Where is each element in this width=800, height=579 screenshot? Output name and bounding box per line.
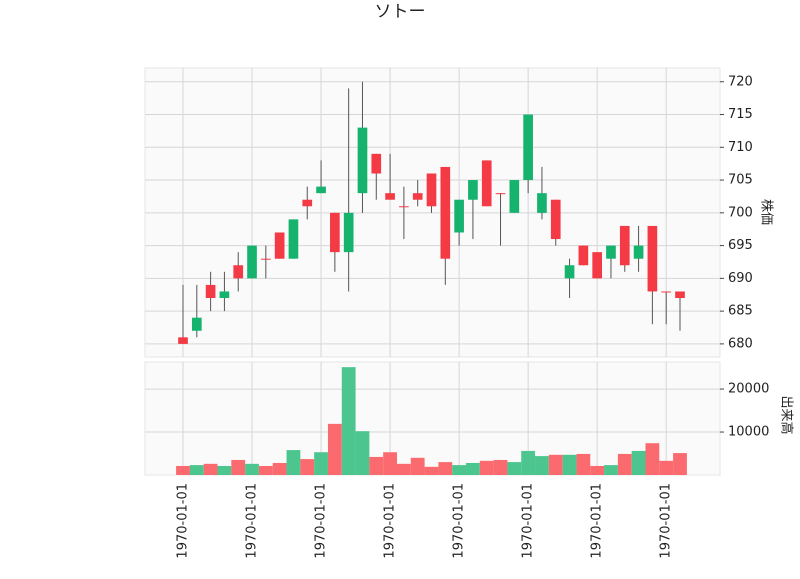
volume-bar: [548, 454, 563, 475]
y-tick-label: 690: [728, 271, 753, 286]
candle-body: [261, 258, 271, 260]
candle-body: [509, 180, 520, 213]
candle-body: [233, 265, 244, 279]
candle-body: [219, 291, 230, 299]
candle-body: [550, 199, 561, 240]
volume-bar: [521, 450, 536, 475]
volume-bar: [452, 465, 467, 475]
y-tick-label: 685: [728, 304, 753, 319]
candle-body: [564, 265, 575, 279]
candle-body: [606, 245, 616, 259]
candle-body: [592, 252, 602, 279]
volume-axis-label: 出来高: [779, 395, 795, 434]
volume-bar: [631, 450, 646, 475]
candle-body: [537, 193, 547, 213]
x-tick-label: 1970-01-01: [245, 483, 260, 559]
volume-bar: [645, 443, 660, 475]
candle-body: [495, 193, 506, 195]
candle-body: [371, 153, 382, 174]
x-tick-label: 1970-01-01: [383, 483, 398, 559]
candle-body: [468, 180, 478, 200]
candle-body: [426, 173, 437, 207]
candle-body: [578, 245, 589, 266]
x-tick-label: 1970-01-01: [314, 483, 329, 559]
volume-bar: [355, 431, 370, 475]
volume-bar: [424, 466, 439, 475]
candle-body: [191, 317, 202, 331]
volume-bar: [410, 457, 425, 475]
volume-bar: [507, 462, 522, 475]
candle-body: [343, 212, 354, 253]
candle-body: [647, 225, 658, 292]
volume-bar: [341, 367, 356, 475]
volume-bar: [217, 465, 232, 475]
candle-body: [247, 245, 257, 279]
volume-bar: [327, 423, 342, 475]
candle-body: [205, 284, 216, 299]
volume-bar: [383, 452, 397, 475]
y-tick-label: 680: [728, 336, 753, 351]
x-tick-label: 1970-01-01: [659, 483, 674, 559]
volume-bar: [617, 453, 632, 475]
candle-body: [661, 291, 672, 293]
candle-body: [523, 114, 533, 181]
volume-bar: [189, 465, 204, 475]
candle-body: [302, 199, 313, 207]
volume-tick-label: 20000: [728, 382, 769, 397]
candle-body: [675, 291, 685, 299]
candle-body: [357, 127, 368, 194]
volume-bar: [176, 465, 190, 475]
candle-body: [619, 225, 630, 266]
volume-bar: [314, 452, 328, 475]
volume-bar: [493, 459, 508, 475]
volume-bar: [479, 460, 494, 475]
candle-body: [440, 166, 451, 259]
y-tick-label: 720: [728, 74, 753, 89]
y-tick-label: 700: [728, 205, 753, 220]
candle-body: [399, 206, 409, 208]
volume-bar: [576, 453, 591, 475]
volume-bar: [300, 459, 315, 475]
y-tick-label: 705: [728, 173, 753, 188]
candle-body: [178, 337, 188, 344]
volume-bar: [203, 463, 218, 475]
candle-body: [412, 193, 423, 200]
candle-body: [330, 212, 340, 253]
volume-bar: [659, 460, 674, 475]
volume-bar: [272, 462, 287, 475]
volume-bar: [604, 465, 618, 475]
volume-bar: [245, 463, 259, 475]
volume-bar: [258, 465, 273, 475]
x-tick-label: 1970-01-01: [452, 483, 467, 559]
x-tick-label: 1970-01-01: [590, 483, 605, 559]
volume-bar: [438, 462, 453, 475]
candle-body: [288, 219, 299, 259]
y-tick-label: 710: [728, 140, 753, 155]
volume-bar: [396, 463, 411, 475]
candle-body: [274, 232, 285, 259]
x-tick-label: 1970-01-01: [176, 483, 191, 559]
chart-title: ソトー: [375, 2, 426, 22]
volume-bar: [231, 459, 246, 475]
y-axis-label: 株価: [759, 199, 774, 225]
volume-bar: [466, 462, 480, 475]
candle-body: [633, 245, 644, 259]
y-tick-label: 695: [728, 238, 753, 253]
volume-tick-label: 10000: [728, 425, 769, 440]
candle-body: [481, 160, 492, 207]
y-tick-label: 715: [728, 107, 753, 122]
volume-bar: [535, 456, 549, 475]
volume-bar: [590, 465, 605, 475]
volume-bar: [562, 454, 577, 475]
volume-bar: [673, 453, 687, 475]
volume-bar: [286, 450, 301, 475]
x-tick-label: 1970-01-01: [521, 483, 536, 559]
candle-body: [316, 186, 326, 194]
volume-bar: [369, 456, 384, 475]
candle-body: [385, 193, 395, 200]
candle-body: [454, 199, 464, 233]
